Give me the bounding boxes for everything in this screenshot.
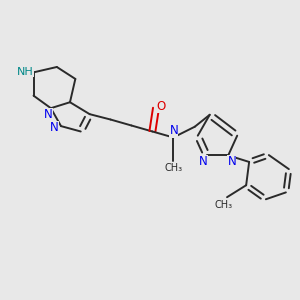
Text: NH: NH [17,68,34,77]
Text: N: N [50,121,59,134]
Text: CH₃: CH₃ [215,200,233,210]
Text: N: N [44,108,53,121]
Text: N: N [199,155,208,168]
Text: CH₃: CH₃ [164,163,182,173]
Text: N: N [227,155,236,168]
Text: O: O [157,100,166,113]
Text: N: N [169,124,178,137]
